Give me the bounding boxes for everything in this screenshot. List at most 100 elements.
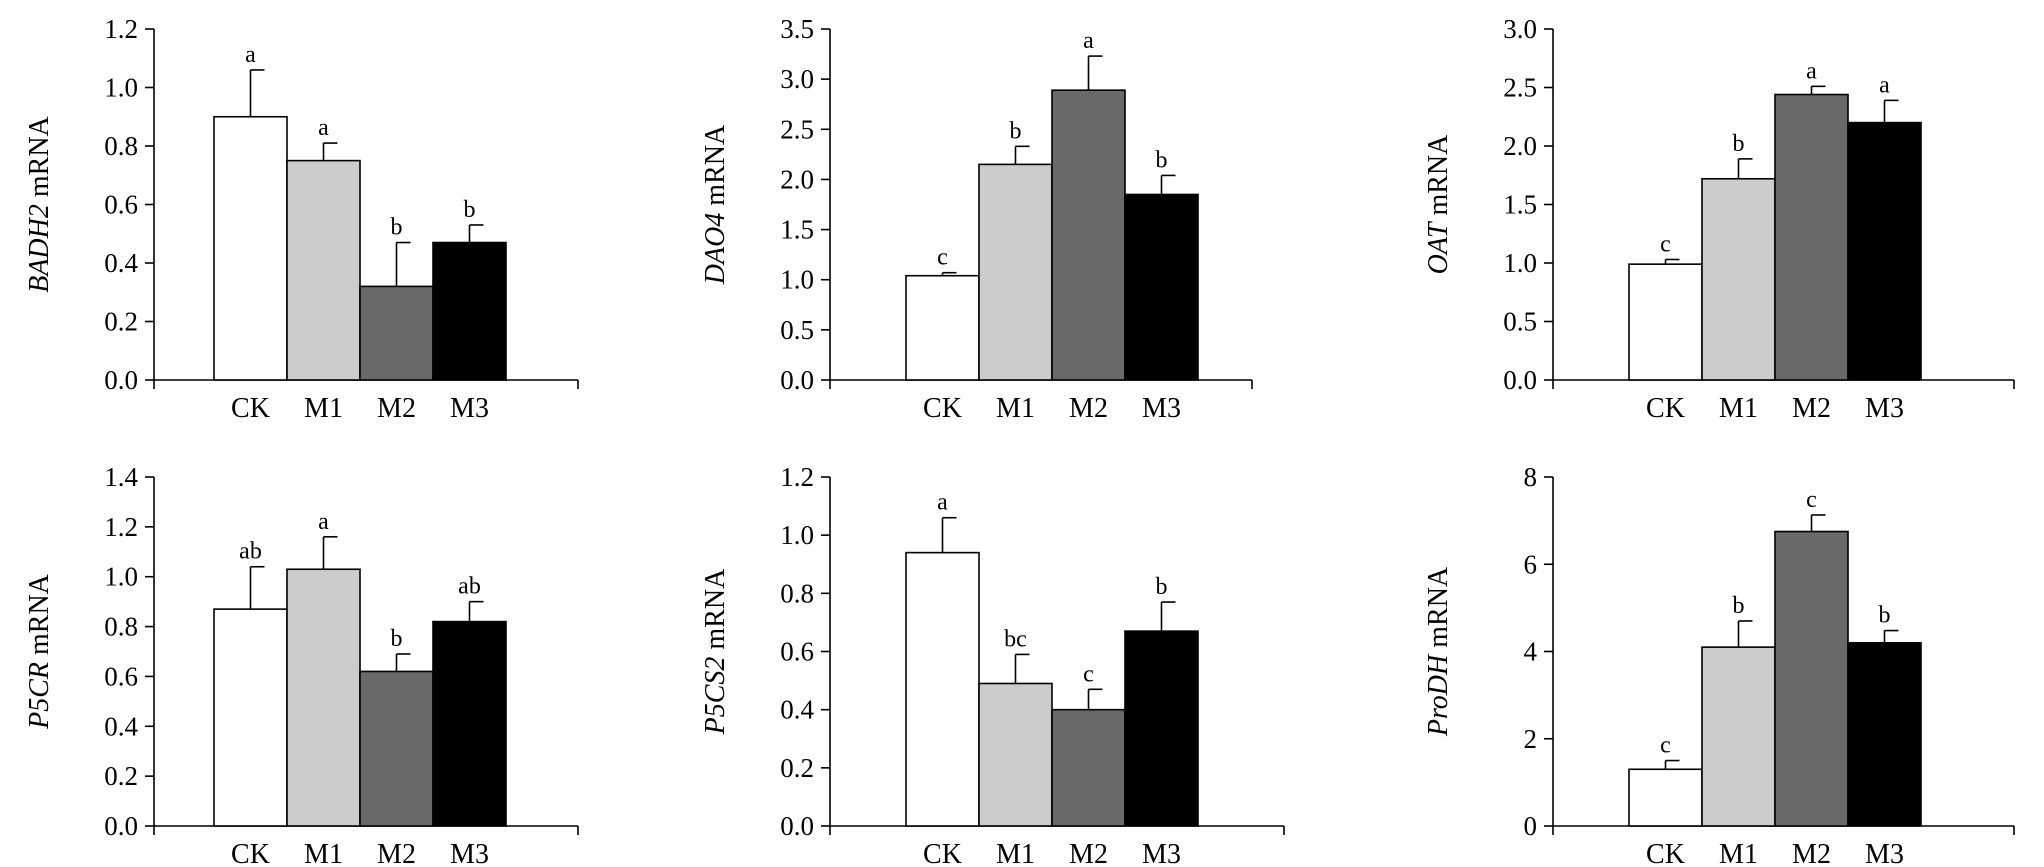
x-tick-label: M2: [1069, 839, 1108, 867]
y-axis-title-suffix: mRNA: [24, 573, 55, 662]
y-tick-label: 2: [1524, 724, 1538, 754]
significance-letter: a: [245, 42, 256, 68]
significance-letter: b: [1733, 593, 1745, 619]
x-tick-label: M3: [450, 393, 489, 424]
x-tick-label: M3: [1865, 839, 1904, 867]
bar-ck: [1628, 768, 1703, 827]
significance-letter: ab: [458, 574, 481, 600]
chart-panel-oat: 0.0 0.5 1.0 1.5 2.0 2.5 3.0 OAT mRNA c CK b M1 a M2 a M…: [1423, 14, 2015, 424]
y-tick-label: 2.5: [1503, 73, 1537, 103]
bar-m1: [978, 163, 1053, 381]
x-tick-label: M1: [1719, 839, 1758, 867]
y-tick-label: 1.0: [104, 562, 138, 592]
chart-panel-prodh: 0 2 4 6 8 ProDH mRNA c CK b M1 c M2 b M3: [1423, 462, 2015, 867]
y-tick-label: 2.0: [1503, 131, 1537, 161]
y-tick-label: 0: [1524, 811, 1538, 841]
significance-letter: c: [1660, 733, 1671, 759]
x-tick-label: M1: [304, 393, 343, 424]
significance-letter: b: [1010, 118, 1022, 144]
significance-letter: a: [318, 115, 329, 141]
y-tick-label: 1.5: [780, 215, 814, 245]
significance-letter: c: [1083, 661, 1094, 687]
y-axis-title-suffix: mRNA: [700, 568, 731, 657]
y-tick-label: 6: [1524, 549, 1538, 579]
x-tick-label: M3: [1865, 393, 1904, 424]
chart-panel-p5cr: 0.0 0.2 0.4 0.6 0.8 1.0 1.2 1.4 P5CR mRNA ab CK a M1…: [24, 462, 579, 867]
bar-ck: [1628, 263, 1703, 381]
significance-letter: bc: [1004, 626, 1027, 652]
y-tick-label: 0.6: [104, 661, 138, 691]
y-axis-title-gene: DAO4: [700, 213, 731, 286]
bar-m1: [978, 682, 1053, 827]
bar-m1: [1701, 646, 1776, 827]
bar-ck: [905, 551, 980, 827]
significance-letter: b: [1156, 574, 1168, 600]
y-tick-label: 1.2: [104, 512, 138, 542]
y-tick-label: 3.0: [1503, 14, 1537, 44]
y-tick-label: 4: [1524, 637, 1538, 667]
x-tick-label: CK: [1646, 393, 1685, 424]
y-tick-label: 1.0: [1503, 248, 1537, 278]
bar-m3: [432, 620, 507, 827]
bar-m1: [286, 159, 361, 381]
bar-m2: [1051, 89, 1126, 381]
significance-letter: b: [391, 626, 403, 652]
y-tick-label: 2.0: [780, 164, 814, 194]
y-axis-title-suffix: mRNA: [24, 115, 55, 204]
significance-letter: a: [318, 509, 329, 535]
y-axis-title-gene: P5CR: [24, 662, 55, 730]
y-tick-label: 1.0: [104, 73, 138, 103]
y-tick-label: 0.2: [104, 307, 138, 337]
x-tick-label: CK: [231, 393, 270, 424]
bar-m1: [1701, 177, 1776, 381]
bar-m3: [1847, 121, 1922, 381]
y-tick-label: 1.2: [104, 14, 138, 44]
x-tick-label: M2: [1069, 393, 1108, 424]
x-tick-label: CK: [923, 393, 962, 424]
chart-panel-badh2: 0.0 0.2 0.4 0.6 0.8 1.0 1.2 BADH2 mRNA a CK a M1 b M2…: [24, 14, 579, 424]
x-tick-label: M2: [377, 393, 416, 424]
x-tick-label: M2: [377, 839, 416, 867]
y-tick-label: 0.8: [104, 612, 138, 642]
y-axis-title: DAO4 mRNA: [700, 124, 731, 285]
bar-m2: [1051, 708, 1126, 827]
significance-letter: b: [1879, 603, 1891, 629]
y-axis-title: P5CS2 mRNA: [700, 568, 731, 735]
significance-letter: c: [1806, 487, 1817, 513]
y-axis-title: BADH2 mRNA: [24, 115, 55, 292]
x-tick-label: M2: [1792, 839, 1831, 867]
significance-letter: b: [1156, 147, 1168, 173]
significance-letter: c: [937, 245, 948, 271]
y-tick-label: 0.0: [780, 811, 814, 841]
bar-m3: [432, 241, 507, 381]
bar-ck: [213, 608, 288, 827]
y-tick-label: 3.0: [780, 64, 814, 94]
x-tick-label: M2: [1792, 393, 1831, 424]
significance-letter: c: [1660, 231, 1671, 257]
bar-m2: [359, 670, 434, 827]
y-tick-label: 0.8: [104, 131, 138, 161]
bar-m2: [1774, 530, 1849, 827]
bar-m3: [1124, 630, 1199, 827]
y-tick-label: 0.0: [104, 811, 138, 841]
significance-letter: a: [937, 490, 948, 516]
y-tick-label: 3.5: [780, 14, 814, 44]
y-tick-label: 0.4: [104, 248, 138, 278]
y-tick-label: 0.6: [780, 637, 814, 667]
significance-letter: ab: [239, 539, 262, 565]
bar-ck: [213, 115, 288, 381]
y-tick-label: 0.4: [104, 711, 138, 741]
chart-panel-p5cs2: 0.0 0.2 0.4 0.6 0.8 1.0 1.2 P5CS2 mRNA a CK bc M1 c M…: [700, 462, 1285, 867]
significance-letter: b: [391, 215, 403, 241]
y-axis-title: P5CR mRNA: [24, 573, 55, 730]
y-axis-title-gene: BADH2: [24, 204, 55, 293]
bar-ck: [905, 274, 980, 381]
y-tick-label: 0.5: [1503, 307, 1537, 337]
y-tick-label: 0.6: [104, 190, 138, 220]
bar-m2: [359, 285, 434, 381]
y-tick-label: 0.4: [780, 695, 814, 725]
significance-letter: a: [1806, 58, 1817, 84]
x-tick-label: M1: [1719, 393, 1758, 424]
y-axis-title-suffix: mRNA: [1423, 566, 1454, 655]
x-tick-label: CK: [1646, 839, 1685, 867]
